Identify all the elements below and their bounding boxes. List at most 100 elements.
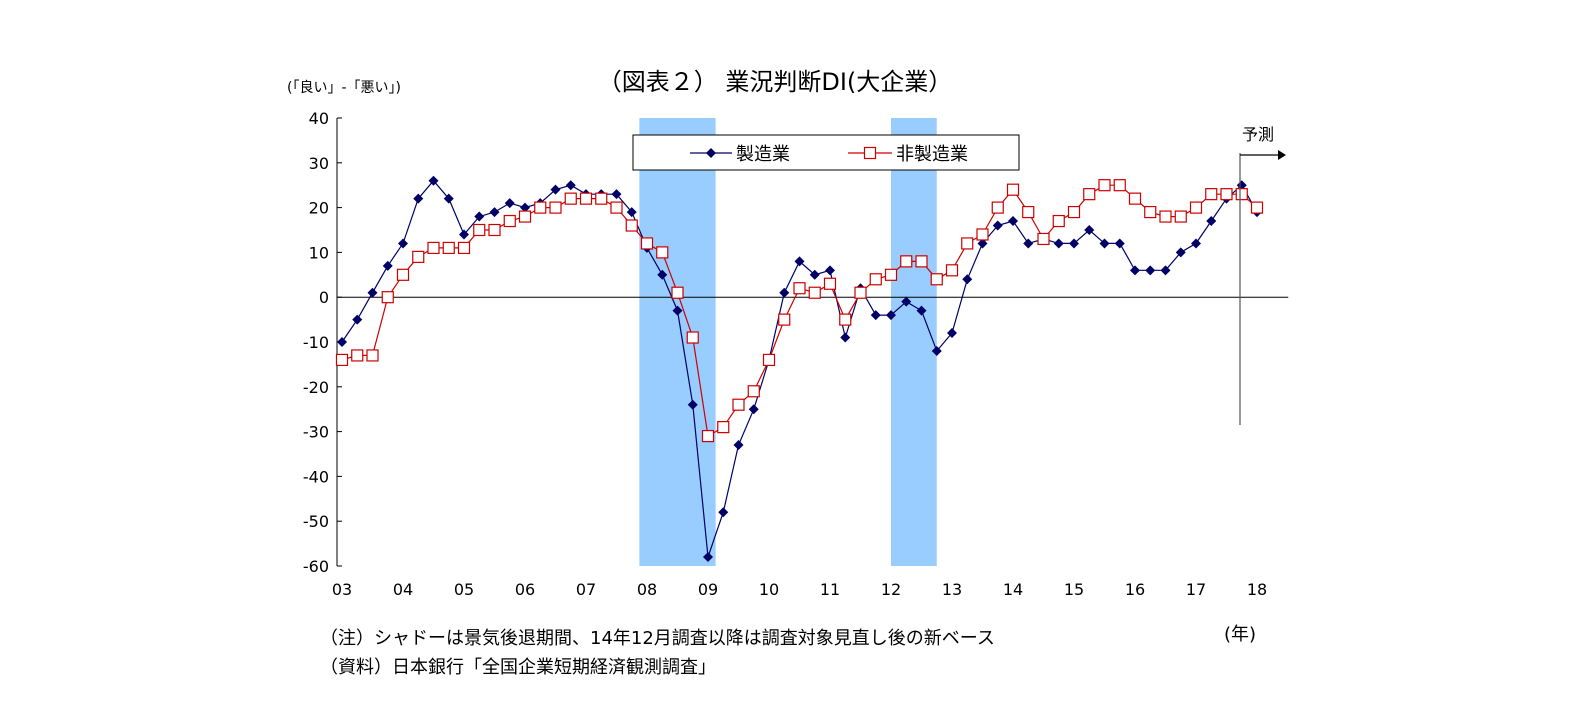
data-point [884, 268, 898, 281]
series-line [341, 184, 1258, 438]
data-point [1144, 205, 1157, 219]
data-point [335, 353, 349, 367]
forecast-label: 予測 [1242, 125, 1274, 144]
data-point [503, 214, 516, 228]
legend: 製造業 非製造業 [632, 134, 1020, 171]
x-tick-label: 05 [454, 580, 474, 599]
data-point [396, 268, 410, 281]
data-point [808, 286, 821, 299]
y-tick-label: -10 [303, 333, 329, 352]
data-point [1206, 216, 1217, 227]
data-point [427, 241, 440, 255]
data-point [778, 313, 791, 326]
data-point [1098, 179, 1111, 192]
data-point [869, 273, 882, 286]
data-point [1084, 225, 1095, 235]
series-layer [335, 175, 1264, 563]
data-point [504, 198, 515, 209]
data-point [657, 269, 668, 280]
data-point [564, 192, 577, 205]
data-point [1053, 238, 1064, 249]
data-point [428, 175, 439, 186]
note-line-2: （資料）日本銀行「全国企業短期経済観測調査」 [320, 657, 716, 678]
data-point [611, 189, 622, 200]
x-tick-label: 10 [759, 580, 779, 599]
data-point [793, 282, 806, 295]
data-point [930, 273, 943, 286]
x-tick-label: 06 [515, 580, 535, 599]
data-point [488, 223, 501, 237]
data-point [1083, 188, 1096, 201]
data-point [915, 255, 928, 268]
data-point [398, 238, 408, 249]
data-point [1175, 247, 1186, 258]
y-tick-label: -40 [303, 467, 329, 486]
data-point [1189, 201, 1203, 214]
data-point [1160, 265, 1171, 276]
data-point [1236, 180, 1247, 191]
data-point [671, 286, 684, 299]
data-point [916, 305, 927, 316]
y-tick-label: 20 [309, 199, 329, 218]
data-point [518, 210, 532, 223]
data-point [1250, 201, 1264, 214]
data-point [1052, 214, 1065, 228]
data-point [565, 180, 576, 191]
data-point [625, 219, 638, 232]
data-point [550, 184, 561, 195]
data-point [1099, 238, 1110, 249]
data-point [1006, 183, 1020, 196]
data-point [1069, 238, 1079, 249]
data-point [640, 237, 654, 250]
y-tick-label: -20 [303, 378, 329, 397]
data-point [733, 440, 744, 451]
series-manufacturing [337, 175, 1262, 563]
data-point [1022, 205, 1035, 219]
x-tick-label: 17 [1186, 580, 1206, 599]
recession-shading [639, 118, 937, 566]
x-tick-label: 11 [820, 580, 840, 599]
data-point [687, 399, 698, 410]
data-point [520, 202, 530, 213]
data-point [489, 207, 500, 218]
x-tick-label: 04 [393, 580, 413, 599]
data-point [534, 201, 547, 214]
recession-band-1 [639, 118, 716, 566]
x-tick-label: 18 [1247, 580, 1267, 599]
data-point [718, 507, 729, 518]
data-point [473, 223, 486, 237]
data-point [381, 291, 394, 304]
data-point [412, 250, 425, 263]
chart-title: （図表２） 業況判断DI(大企業） [598, 68, 953, 96]
data-point [732, 398, 745, 411]
recession-band-2 [891, 118, 937, 566]
data-point [595, 192, 608, 205]
series-nonmanufacturing [335, 179, 1264, 443]
x-tick-label: 14 [1003, 580, 1023, 599]
data-point [900, 255, 913, 268]
data-point [1037, 232, 1050, 246]
x-tick-label: 09 [698, 580, 718, 599]
y-tick-label: 0 [319, 288, 329, 307]
data-point [886, 310, 896, 321]
data-point [367, 287, 378, 298]
data-point [717, 421, 730, 434]
data-point [656, 246, 669, 259]
data-point [1008, 216, 1018, 227]
data-point [945, 264, 959, 277]
y-tick-label: 40 [309, 109, 329, 128]
data-point [991, 201, 1004, 214]
data-point [901, 296, 912, 307]
x-tick-label: 13 [942, 580, 962, 599]
data-point [947, 328, 957, 339]
data-point [1067, 205, 1081, 219]
data-point [579, 192, 593, 205]
data-point [1191, 238, 1201, 249]
y-tick-label: -60 [303, 557, 329, 576]
data-point [672, 305, 683, 316]
data-point [686, 331, 699, 344]
data-point [870, 310, 881, 321]
data-point [779, 287, 790, 298]
data-point [1130, 265, 1140, 276]
